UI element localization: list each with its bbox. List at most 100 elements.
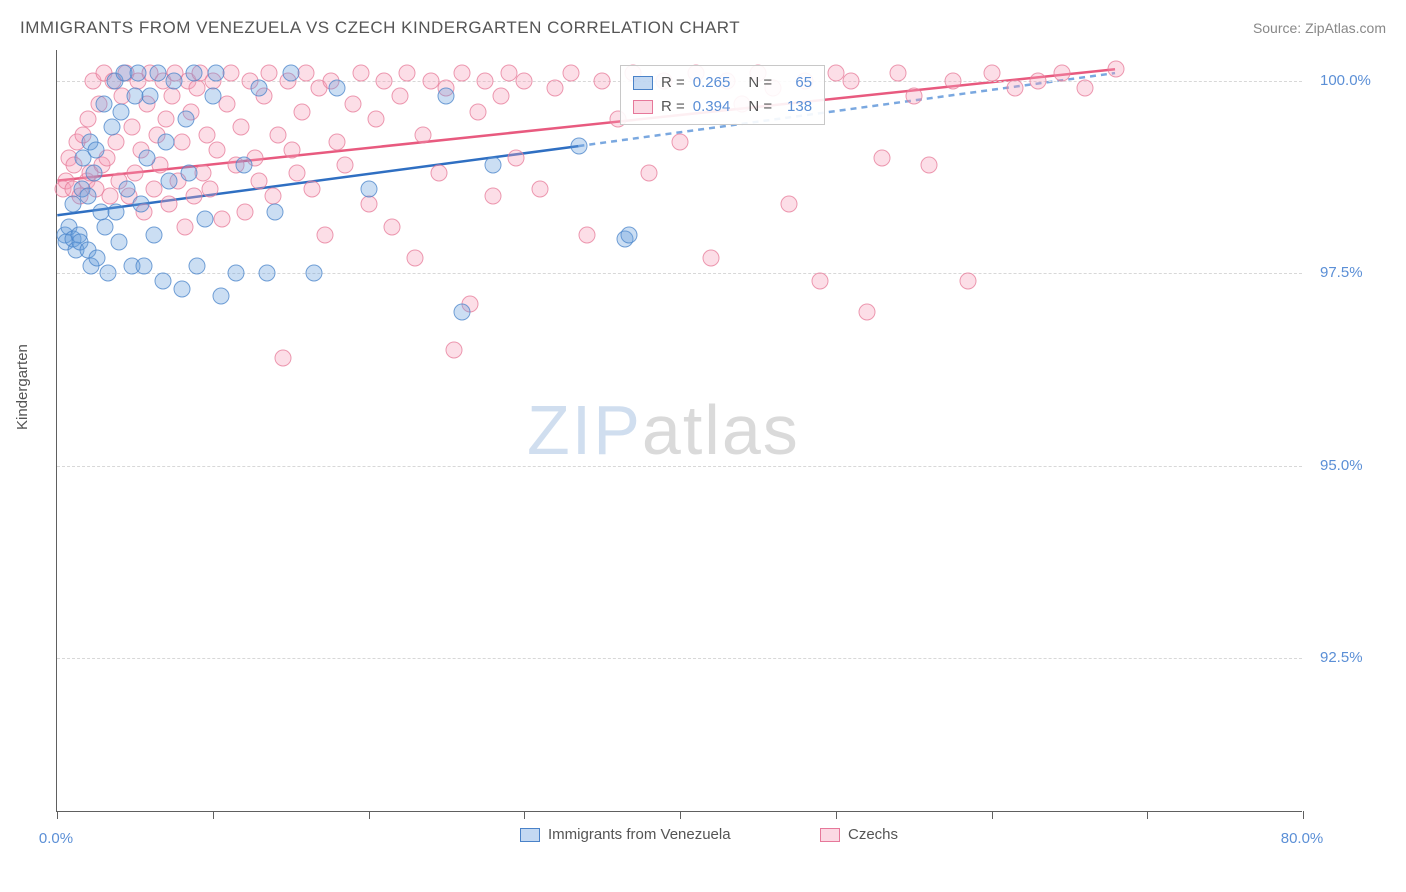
czechs-point [298, 65, 315, 82]
stats-legend: R = 0.265 N = 65 R = 0.394 N = 138 [620, 65, 825, 125]
x-tick-label: 80.0% [1281, 830, 1324, 847]
czechs-point [492, 88, 509, 105]
czechs-point [251, 172, 268, 189]
bottom-legend-blue: Immigrants from Venezuela [520, 826, 731, 843]
czechs-point [108, 134, 125, 151]
czechs-point [516, 72, 533, 89]
stats-row-blue: R = 0.265 N = 65 [633, 71, 812, 95]
czechs-point [1076, 80, 1093, 97]
czechs-point [983, 65, 1000, 82]
czechs-point [531, 180, 548, 197]
venezuela-point [305, 265, 322, 282]
x-tick [213, 811, 214, 819]
x-tick [680, 811, 681, 819]
czechs-point [293, 103, 310, 120]
czechs-point [189, 80, 206, 97]
czechs-point [944, 72, 961, 89]
czechs-point [477, 72, 494, 89]
venezuela-point [86, 165, 103, 182]
venezuela-point [438, 88, 455, 105]
venezuela-point [235, 157, 252, 174]
x-tick-label: 0.0% [39, 830, 73, 847]
czechs-point [173, 134, 190, 151]
czechs-point [921, 157, 938, 174]
gridline [57, 466, 1302, 467]
venezuela-point [485, 157, 502, 174]
venezuela-point [111, 234, 128, 251]
czechs-point [288, 165, 305, 182]
venezuela-point [329, 80, 346, 97]
czechs-point [874, 149, 891, 166]
swatch-pink-icon [820, 828, 840, 842]
czechs-point [232, 118, 249, 135]
czechs-point [270, 126, 287, 143]
czechs-point [391, 88, 408, 105]
venezuela-point [97, 219, 114, 236]
czechs-point [905, 88, 922, 105]
y-tick-label: 92.5% [1320, 649, 1400, 666]
venezuela-point [64, 195, 81, 212]
czechs-point [594, 72, 611, 89]
czechs-point [547, 80, 564, 97]
czechs-point [500, 65, 517, 82]
venezuela-point [282, 65, 299, 82]
venezuela-point [145, 226, 162, 243]
czechs-point [123, 118, 140, 135]
venezuela-point [181, 165, 198, 182]
czechs-point [223, 65, 240, 82]
venezuela-point [360, 180, 377, 197]
czechs-point [209, 142, 226, 159]
czechs-point [176, 219, 193, 236]
czechs-point [562, 65, 579, 82]
czechs-point [446, 342, 463, 359]
czechs-point [158, 111, 175, 128]
title-bar: IMMIGRANTS FROM VENEZUELA VS CZECH KINDE… [20, 18, 1386, 38]
venezuela-point [150, 65, 167, 82]
venezuela-point [173, 280, 190, 297]
czechs-point [1053, 65, 1070, 82]
venezuela-point [259, 265, 276, 282]
x-tick [992, 811, 993, 819]
czechs-point [1030, 72, 1047, 89]
czechs-point [198, 126, 215, 143]
venezuela-point [92, 203, 109, 220]
czechs-point [260, 65, 277, 82]
czechs-point [843, 72, 860, 89]
czechs-point [890, 65, 907, 82]
watermark: ZIPatlas [527, 390, 800, 470]
czechs-point [344, 95, 361, 112]
czechs-point [858, 303, 875, 320]
venezuela-point [158, 134, 175, 151]
y-axis-label: Kindergarten [14, 344, 31, 430]
swatch-pink-icon [633, 100, 653, 114]
czechs-point [383, 219, 400, 236]
venezuela-point [196, 211, 213, 228]
source-label: Source: ZipAtlas.com [1253, 20, 1386, 36]
venezuela-point [80, 188, 97, 205]
venezuela-point [108, 203, 125, 220]
venezuela-point [119, 180, 136, 197]
x-tick [369, 811, 370, 819]
venezuela-point [142, 88, 159, 105]
venezuela-point [95, 95, 112, 112]
swatch-blue-icon [520, 828, 540, 842]
venezuela-point [178, 111, 195, 128]
czechs-point [781, 195, 798, 212]
venezuela-point [186, 65, 203, 82]
venezuela-point [139, 149, 156, 166]
czechs-point [360, 195, 377, 212]
czechs-point [960, 272, 977, 289]
czechs-point [469, 103, 486, 120]
venezuela-point [204, 88, 221, 105]
czechs-point [304, 180, 321, 197]
venezuela-point [154, 272, 171, 289]
venezuela-point [100, 265, 117, 282]
czechs-point [237, 203, 254, 220]
czechs-point [126, 165, 143, 182]
czechs-point [415, 126, 432, 143]
x-tick [836, 811, 837, 819]
venezuela-point [165, 72, 182, 89]
venezuela-point [453, 303, 470, 320]
czechs-point [145, 180, 162, 197]
venezuela-point [228, 265, 245, 282]
